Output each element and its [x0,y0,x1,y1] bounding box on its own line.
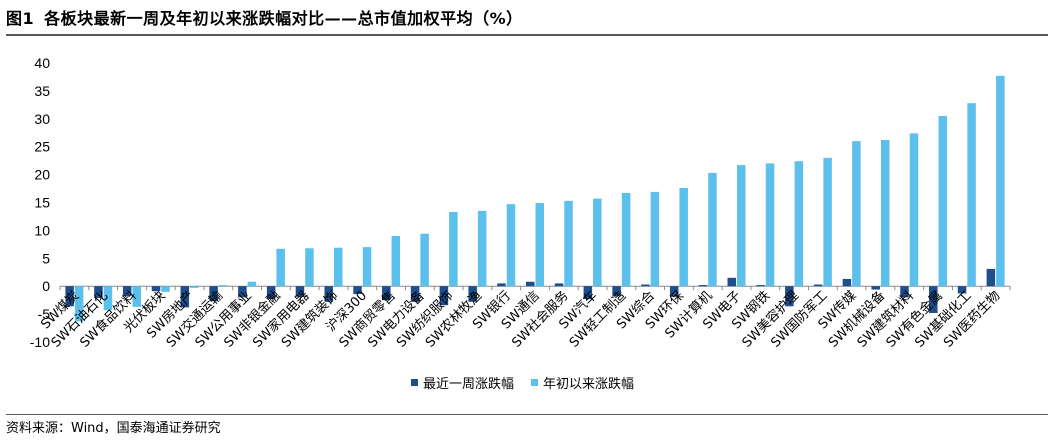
bar-weekly-25 [785,286,794,307]
bar-ytd-18 [593,198,602,287]
bar-ytd-22 [708,172,717,287]
legend-label-1: 年初以来涨跌幅 [543,376,634,392]
bars [65,75,1005,322]
bar-ytd-12 [420,233,429,287]
bar-weekly-32 [986,268,996,287]
bar-ytd-28 [880,140,890,287]
legend-swatch-0 [411,379,418,386]
figure-label: 图1 [6,9,35,28]
bar-weekly-29 [900,286,909,298]
bar-weekly-17 [554,283,564,287]
y-tick-label: 5 [42,250,50,266]
bar-ytd-2 [132,286,141,307]
bar-ytd-13 [449,211,458,287]
legend-label-0: 最近一周涨跌幅 [423,376,514,392]
bar-weekly-5 [209,286,218,302]
bar-ytd-31 [967,103,976,287]
category-labels: SW煤炭SW石油石化SW食品饮料光伏板块SW房地产SW交通运输SW公用事业SW非… [38,288,1003,351]
y-tick-label: 15 [34,195,50,211]
bar-weekly-9 [324,286,333,302]
y-tick-label: 0 [42,278,50,294]
bar-weekly-10 [353,286,362,295]
y-tick-label: 35 [34,83,50,99]
bar-ytd-19 [621,193,631,287]
y-tick-label: 20 [34,167,50,183]
bar-ytd-4 [190,286,199,288]
bar-ytd-7 [276,248,285,287]
bar-ytd-23 [737,165,746,287]
bar-weekly-13 [439,286,449,306]
bar-weekly-22 [698,285,708,287]
bar-weekly-14 [468,286,477,302]
bar-ytd-29 [909,133,919,287]
bar-ytd-21 [679,187,688,287]
bar-weekly-15 [497,283,506,287]
bar-ytd-17 [564,200,573,287]
bar-weekly-6 [238,286,247,298]
bar-ytd-30 [938,116,948,287]
y-tick-label: 40 [34,55,50,71]
bar-ytd-11 [391,235,401,287]
bar-weekly-8 [295,286,305,297]
bar-weekly-19 [612,286,621,297]
bar-ytd-32 [996,75,1005,287]
bar-weekly-21 [669,286,679,297]
bar-weekly-11 [382,286,391,301]
bar-weekly-16 [526,281,535,287]
x-axis [59,285,1011,291]
bar-ytd-5 [218,285,228,287]
bar-weekly-1 [94,286,103,298]
bar-weekly-26 [813,284,823,287]
y-tick-label: 25 [34,139,50,155]
source-note: 资料来源：Wind，国泰海通证券研究 [6,414,1048,445]
y-axis: -10 -5 0 5 10 15 20 25 30 35 40 [30,55,50,350]
bar-ytd-14 [477,210,487,287]
bar-weekly-3 [151,286,161,292]
bar-weekly-7 [266,286,276,300]
y-tick-label: -5 [38,306,51,322]
y-tick-label: 30 [34,111,50,127]
bar-weekly-23 [727,277,737,287]
bar-chart: -10 -5 0 5 10 15 20 25 30 35 40 SW煤炭SW石油石化SW食品饮料光伏… [30,55,1011,392]
bar-ytd-6 [247,281,257,287]
bar-ytd-27 [852,141,861,287]
y-tick-label: -10 [30,334,50,350]
legend: 最近一周涨跌幅 年初以来涨跌幅 [411,376,634,392]
bar-ytd-26 [823,157,832,287]
bar-weekly-4 [180,286,190,308]
chart-title: 各板块最新一周及年初以来涨跌幅对比——总市值加权平均（%） [44,9,523,28]
bar-weekly-2 [122,286,132,297]
bar-weekly-28 [871,286,880,290]
bar-ytd-0 [74,286,84,322]
bar-ytd-25 [794,161,804,287]
bar-weekly-30 [929,286,938,313]
bar-weekly-20 [641,284,650,287]
bar-weekly-31 [957,286,967,294]
bar-ytd-1 [103,286,113,311]
bar-ytd-3 [161,286,170,292]
bar-weekly-12 [410,286,420,302]
bar-ytd-20 [650,191,660,287]
bar-ytd-10 [362,247,372,287]
bar-weekly-24 [756,285,765,287]
bar-weekly-27 [842,278,852,287]
y-tick-label: 10 [34,222,50,238]
bar-ytd-8 [305,248,314,287]
legend-swatch-1 [531,379,538,386]
bar-ytd-16 [535,203,544,287]
figure-title: 图1 各板块最新一周及年初以来涨跌幅对比——总市值加权平均（%） [6,4,1048,36]
bar-weekly-0 [65,286,74,307]
bar-ytd-15 [506,204,516,287]
bar-weekly-18 [583,286,593,300]
bar-ytd-9 [333,247,343,287]
bar-ytd-24 [765,163,775,287]
